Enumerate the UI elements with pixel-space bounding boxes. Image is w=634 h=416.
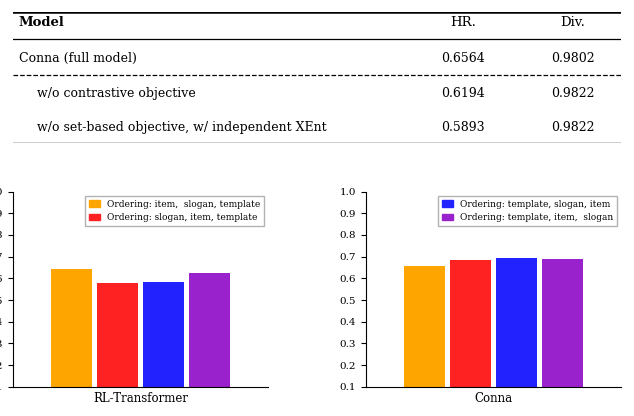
Text: 0.9822: 0.9822	[551, 87, 595, 100]
Text: 0.6194: 0.6194	[441, 87, 485, 100]
Text: Conna (full model): Conna (full model)	[19, 52, 137, 64]
Text: Model: Model	[19, 16, 65, 30]
Text: 0.9802: 0.9802	[551, 52, 595, 64]
Text: w/o contrastive objective: w/o contrastive objective	[37, 87, 196, 100]
Bar	[51, 269, 92, 409]
Bar	[97, 283, 138, 409]
Text: 0.9822: 0.9822	[551, 121, 595, 134]
Bar	[542, 259, 583, 409]
Bar	[189, 273, 230, 409]
Bar	[143, 282, 184, 409]
Text: 0.5893: 0.5893	[441, 121, 485, 134]
Legend: Ordering: template, slogan, item, Ordering: template, item,  slogan: Ordering: template, slogan, item, Orderi…	[438, 196, 617, 226]
Text: w/o set-based objective, w/ independent XEnt: w/o set-based objective, w/ independent …	[37, 121, 327, 134]
Legend: Ordering: item,  slogan, template, Ordering: slogan, item, template: Ordering: item, slogan, template, Orderi…	[86, 196, 264, 226]
Text: 0.6564: 0.6564	[441, 52, 485, 64]
Bar	[404, 266, 445, 409]
Bar	[496, 258, 537, 409]
Text: Div.: Div.	[560, 16, 585, 30]
Bar	[450, 260, 491, 409]
Text: HR.: HR.	[450, 16, 476, 30]
